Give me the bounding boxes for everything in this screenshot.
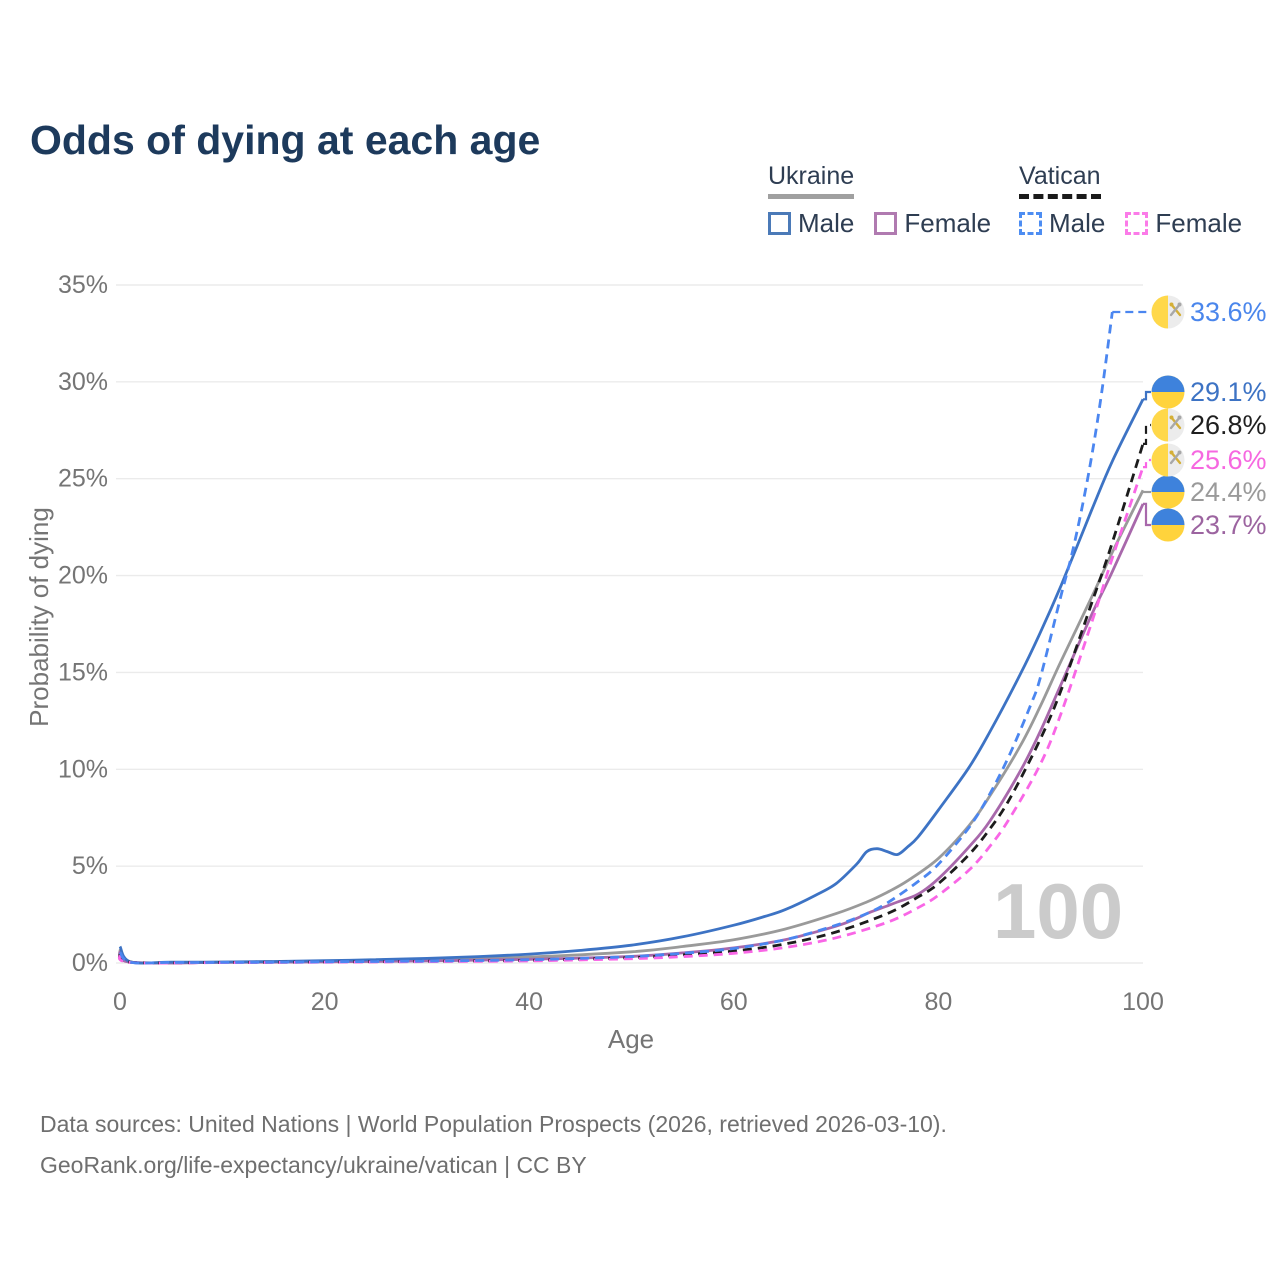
ukraine-flag-icon <box>1151 508 1185 542</box>
end-value-label: 25.6% <box>1190 445 1267 475</box>
y-tick-label: 5% <box>72 852 108 880</box>
x-tick-label: 100 <box>1122 988 1164 1016</box>
y-tick-label: 0% <box>72 949 108 977</box>
end-value-label: 24.4% <box>1190 477 1267 507</box>
x-tick-label: 80 <box>924 988 952 1016</box>
legend-country-label: Ukraine <box>768 162 855 199</box>
legend-group-vatican: Vatican Male Female <box>1019 162 1242 239</box>
line-swatch-icon <box>1019 212 1042 235</box>
x-tick-label: 0 <box>113 988 127 1016</box>
y-tick-label: 30% <box>58 368 108 396</box>
legend-country-label: Vatican <box>1019 162 1101 199</box>
legend-item-label: Male <box>798 208 855 238</box>
series-line-vatican-female[interactable] <box>117 466 1145 965</box>
end-value-label: 23.7% <box>1190 510 1267 540</box>
x-tick-label: 40 <box>515 988 543 1016</box>
legend-header-vatican: Vatican <box>1019 162 1242 199</box>
end-value-label: 29.1% <box>1190 377 1267 407</box>
series-line-vatican-total[interactable] <box>117 443 1145 965</box>
legend-item-vatican-male[interactable]: Male <box>1019 208 1105 239</box>
x-tick-label: 20 <box>311 988 339 1016</box>
legend-item-ukraine-female[interactable]: Female <box>874 208 991 239</box>
label-leader-line <box>1143 502 1151 527</box>
ukraine-flag-icon <box>1151 375 1185 409</box>
ukraine-flag-icon <box>1151 475 1185 509</box>
y-axis-title: Probability of dying <box>24 507 54 727</box>
series-line-ukraine-male[interactable] <box>118 398 1145 965</box>
y-tick-label: 25% <box>58 465 108 493</box>
end-value-label: 33.6% <box>1190 297 1267 327</box>
y-tick-label: 10% <box>58 755 108 783</box>
legend-group-ukraine: Ukraine Male Female <box>768 162 991 239</box>
line-chart: 0% 5% 10% 15% 20% 25% 30% 35% 0 20 40 60 80 100 Age Pro… <box>24 271 1267 1054</box>
line-swatch-icon <box>1125 212 1149 235</box>
line-swatch-icon <box>874 212 898 235</box>
vatican-flag-icon <box>1151 408 1185 442</box>
label-leader-line <box>1143 458 1151 469</box>
legend-header-ukraine: Ukraine <box>768 162 991 199</box>
legend-item-label: Female <box>904 208 992 238</box>
legend-item-vatican-female[interactable]: Female <box>1125 208 1242 239</box>
line-swatch-icon <box>768 212 791 235</box>
legend-item-ukraine-male[interactable]: Male <box>768 208 854 239</box>
legend-item-label: Female <box>1155 208 1243 238</box>
footer: Data sources: United Nations | World Pop… <box>40 1104 947 1186</box>
x-tick-label: 60 <box>720 988 748 1016</box>
series-line-vatican-male[interactable] <box>118 311 1114 965</box>
label-leader-line <box>1143 423 1151 445</box>
vatican-flag-icon <box>1151 443 1185 477</box>
legend-item-label: Male <box>1049 208 1106 238</box>
y-tick-label: 35% <box>58 271 108 299</box>
page-title: Odds of dying at each age <box>30 117 541 164</box>
end-value-label: 26.8% <box>1190 410 1267 440</box>
vatican-flag-icon <box>1151 295 1185 329</box>
age-watermark: 100 <box>993 867 1124 955</box>
x-axis-title: Age <box>608 1024 654 1054</box>
y-tick-label: 20% <box>58 562 108 590</box>
footer-attribution: GeoRank.org/life-expectancy/ukraine/vati… <box>40 1151 587 1178</box>
series-line-ukraine-total[interactable] <box>117 489 1145 965</box>
y-tick-label: 15% <box>58 658 108 686</box>
footer-data-sources: Data sources: United Nations | World Pop… <box>40 1111 947 1137</box>
label-leader-line <box>1143 390 1151 401</box>
